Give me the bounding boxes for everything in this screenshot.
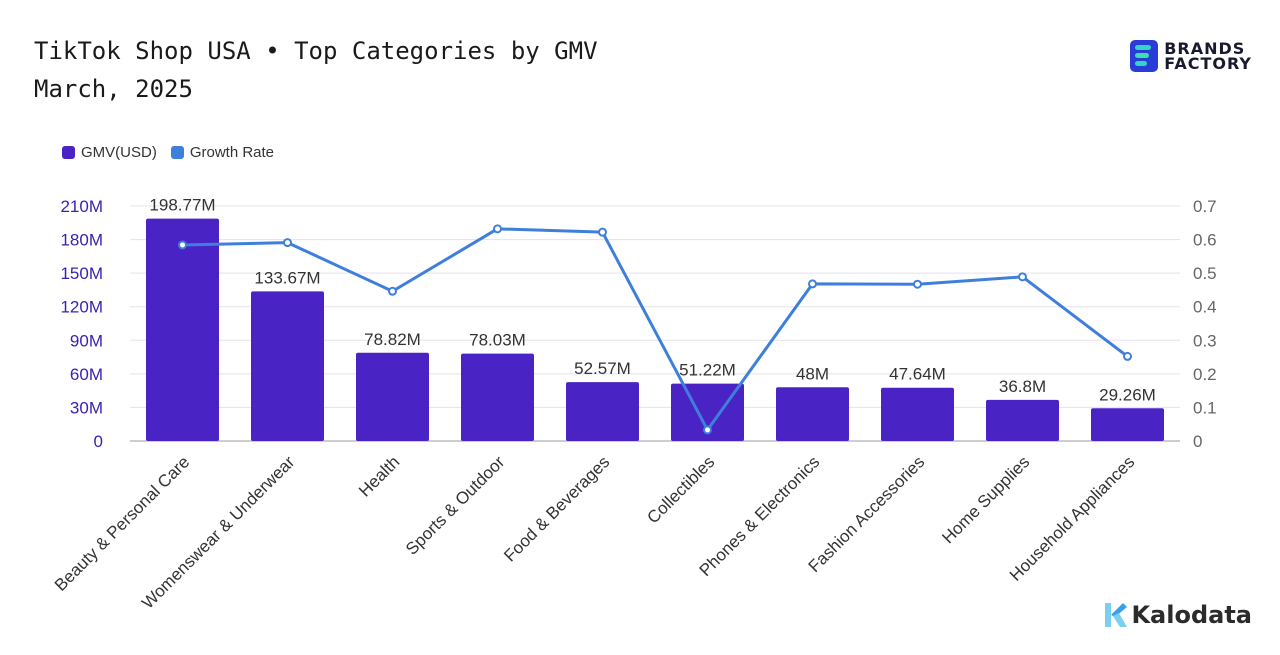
bar-value-label: 29.26M (1099, 385, 1156, 404)
brand-line-2: FACTORY (1164, 54, 1252, 73)
growth-rate-point (493, 224, 502, 234)
x-axis-tick-label: Collectibles (643, 452, 718, 527)
bar-value-label: 78.82M (364, 330, 421, 349)
kalodata-wordmark: Kalodata (1131, 601, 1252, 629)
bar (566, 382, 639, 441)
legend-swatch-gmv (62, 146, 75, 159)
growth-rate-point (598, 227, 607, 237)
left-axis-tick-label: 120M (60, 298, 103, 317)
growth-rate-point (913, 279, 922, 289)
bar (1091, 408, 1164, 441)
growth-rate-point (178, 240, 187, 250)
legend-item-gmv[interactable]: GMV(USD) (62, 144, 157, 161)
bar-value-label: 51.22M (679, 361, 736, 380)
growth-rate-point (1123, 351, 1132, 361)
left-axis-tick-label: 0 (94, 432, 103, 451)
left-axis-tick-label: 180M (60, 231, 103, 250)
bar (356, 352, 429, 441)
legend-swatch-growth-rate (170, 146, 184, 159)
left-axis-tick-label: 60M (70, 365, 103, 384)
bar-value-label: 198.77M (149, 196, 215, 215)
x-axis-tick-label: Food & Beverages (500, 452, 613, 565)
right-axis-tick-label: 0.3 (1193, 331, 1217, 350)
x-axis-tick-label: Home Supplies (938, 452, 1033, 547)
legend-label-growth-rate: Growth Rate (189, 144, 275, 161)
bar (146, 218, 219, 441)
left-axis-tick-label: 90M (70, 331, 103, 350)
kalodata-logo: Kalodata (1105, 601, 1252, 629)
right-axis-tick-label: 0.7 (1193, 197, 1217, 216)
kalodata-icon (1105, 603, 1128, 627)
brands-factory-wordmark: BRANDS FACTORY (1164, 39, 1252, 73)
x-axis-tick-label: Fashion Accessories (805, 452, 929, 576)
chart-title: TikTok Shop USA • Top Categories by GMV (34, 37, 598, 65)
right-axis-tick-label: 0.4 (1193, 298, 1217, 317)
growth-rate-point (388, 286, 397, 296)
bar (461, 353, 534, 441)
right-axis-tick-label: 0.5 (1193, 264, 1217, 283)
bar-value-label: 47.64M (889, 365, 946, 384)
bar (986, 399, 1059, 441)
left-axis-tick-label: 150M (60, 264, 103, 283)
left-axis-tick-label: 30M (70, 398, 103, 417)
growth-rate-point (1018, 272, 1027, 282)
brand-line-1: BRANDS (1164, 39, 1246, 58)
right-axis-tick-label: 0.2 (1193, 365, 1217, 384)
growth-rate-line (182, 227, 1129, 432)
growth-rate-point (703, 425, 712, 435)
chart-legend: GMV(USD) Growth Rate (62, 144, 274, 161)
bar-value-label: 48M (796, 364, 829, 383)
bar (776, 387, 849, 441)
bar-value-label: 36.8M (999, 377, 1046, 396)
right-axis-tick-label: 0.6 (1193, 231, 1217, 250)
legend-item-growth-rate[interactable]: Growth Rate (170, 144, 275, 161)
right-axis-tick-label: 0.1 (1193, 398, 1217, 417)
bar-value-label: 78.03M (469, 331, 526, 350)
bar (251, 291, 324, 441)
x-axis-tick-label: Phones & Electronics (696, 452, 824, 580)
bar-value-label: 133.67M (254, 268, 320, 287)
growth-rate-point (808, 279, 817, 289)
chart-title-block: TikTok Shop USA • Top Categories by GMV … (34, 32, 598, 108)
growth-rate-point (283, 238, 292, 248)
brands-factory-icon (1130, 40, 1159, 72)
x-axis-tick-label: Health (355, 452, 403, 500)
left-axis-tick-label: 210M (60, 197, 103, 216)
brands-factory-logo: BRANDS FACTORY (1130, 40, 1252, 72)
bar (881, 387, 954, 441)
bar-value-label: 52.57M (574, 359, 631, 378)
chart-subtitle: March, 2025 (34, 75, 193, 103)
right-axis-tick-label: 0 (1193, 432, 1202, 451)
x-axis-tick-label: Sports & Outdoor (402, 452, 509, 559)
legend-label-gmv: GMV(USD) (81, 144, 157, 161)
